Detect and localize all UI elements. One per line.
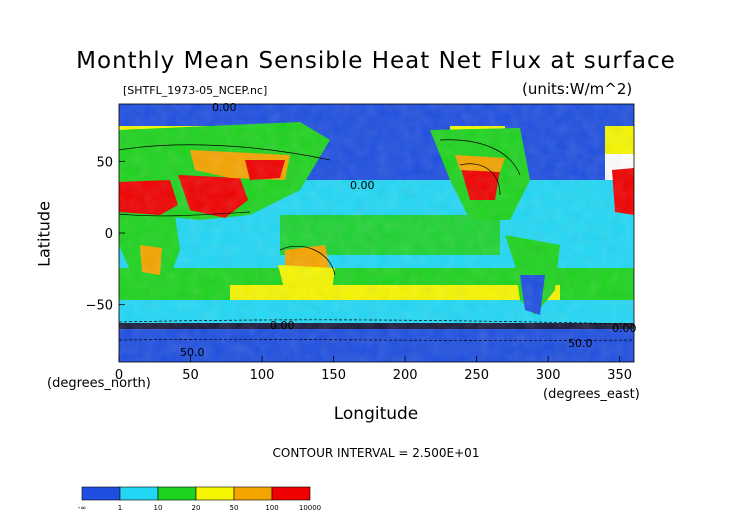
contour-line [119,144,331,161]
contour-labels: 0.00 0.00 0.00 0.00 50.0 50.0 [180,101,637,359]
colorbar-label: 50 [230,504,239,512]
colorbar: -∞ 1 10 20 50 100 10000 [78,486,321,512]
colorbar-label: -∞ [78,504,86,512]
x-tick-label: 50 [182,368,199,383]
contour-line [279,245,336,276]
contour-line [119,211,251,217]
x-axis-label: Longitude [333,404,419,424]
colorbar-swatch [81,486,121,501]
y-tick-label: −50 [86,299,113,314]
y-tick-label: 50 [96,155,113,170]
contour-label: 0.00 [212,101,237,114]
contour-interval: CONTOUR INTERVAL = 2.500E+01 [272,446,480,460]
contour-lines [119,139,634,341]
contour-line [439,139,521,176]
chart-subtitle-units: (units:W/m^2) [522,80,633,98]
map-texture [119,104,634,362]
y-axis-tick-labels: 50 0 −50 [86,155,113,313]
contour-label: 0.00 [612,322,637,335]
y-tick-label: 0 [105,227,113,242]
colorbar-label: 10000 [299,504,321,512]
colorbar-swatch [157,486,197,501]
contour-label: 0.00 [350,179,375,192]
x-tick-label: 100 [250,368,275,383]
y-axis-units: (degrees_north) [47,376,151,391]
colorbar-swatch [119,486,159,501]
x-tick-label: 350 [607,368,632,383]
contour-line [459,163,501,196]
contour-label: 50.0 [180,346,205,359]
x-tick-label: 250 [464,368,489,383]
colorbar-label: 10 [154,504,163,512]
contour-label: 0.00 [270,319,295,332]
colorbar-label: 20 [192,504,201,512]
x-axis-ticks [118,356,621,362]
x-tick-label: 300 [536,368,561,383]
x-axis-units: (degrees_east) [543,387,640,402]
x-tick-label: 200 [393,368,418,383]
colorbar-label: 1 [118,504,122,512]
contour-line [119,339,634,341]
y-axis-ticks [119,160,125,306]
chart-subtitle-file: [SHTFL_1973-05_NCEP.nc] [123,84,268,97]
contour-label: 50.0 [568,337,593,350]
x-axis-tick-labels: 0 50 100 150 200 250 300 350 [115,368,632,383]
map-field [119,104,634,362]
x-tick-label: 0 [115,368,123,383]
contour-line [119,319,634,325]
colorbar-label: 100 [265,504,278,512]
x-tick-label: 150 [321,368,346,383]
colorbar-swatch [233,486,273,501]
colorbar-swatch [271,486,311,501]
colorbar-swatch [195,486,235,501]
chart-title: Monthly Mean Sensible Heat Net Flux at s… [76,48,676,74]
